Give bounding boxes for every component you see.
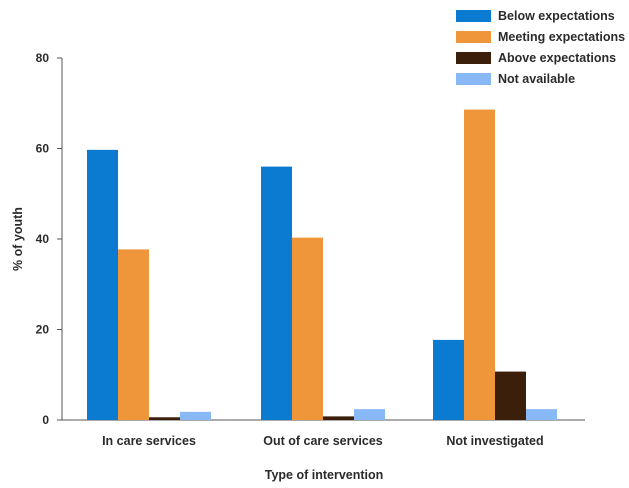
bars <box>87 109 557 421</box>
x-category-label: Out of care services <box>263 434 383 448</box>
legend-label: Meeting expectations <box>498 30 625 44</box>
bar <box>87 149 118 421</box>
bar <box>433 339 464 420</box>
legend-label: Above expectations <box>498 51 616 65</box>
x-category-label: Not investigated <box>446 434 543 448</box>
bar-group <box>87 149 211 421</box>
legend-swatch <box>456 52 491 64</box>
bar <box>354 409 385 420</box>
legend-item: Meeting expectations <box>456 30 625 44</box>
bar <box>149 417 180 420</box>
legend-swatch <box>456 73 491 85</box>
bar <box>118 249 149 420</box>
y-tick-label: 0 <box>42 413 49 427</box>
legend-swatch <box>456 31 491 43</box>
bar <box>323 416 354 420</box>
bar <box>292 237 323 420</box>
y-tick-label: 60 <box>36 142 50 156</box>
legend-item: Below expectations <box>456 9 615 23</box>
legend-item: Not available <box>456 72 575 86</box>
y-tick-label: 20 <box>36 323 50 337</box>
x-axis-title: Type of intervention <box>265 468 384 482</box>
y-tick-label: 80 <box>36 51 50 65</box>
x-axis: In care services Out of care services Not … <box>62 419 585 448</box>
bar-group <box>433 109 557 421</box>
legend-label: Below expectations <box>498 9 615 23</box>
bar <box>495 371 526 420</box>
legend-label: Not available <box>498 72 575 86</box>
x-category-label: In care services <box>102 434 196 448</box>
y-axis-title: % of youth <box>11 207 25 271</box>
bar <box>526 409 557 420</box>
legend-swatch <box>456 10 491 22</box>
y-tick-label: 40 <box>36 232 50 246</box>
bar <box>180 411 211 420</box>
legend: Below expectations Meeting expectations Ab… <box>456 9 625 86</box>
bar-group <box>261 166 385 420</box>
y-axis: 0 20 40 60 80 <box>36 51 63 427</box>
bar <box>464 109 495 421</box>
bar <box>261 166 292 420</box>
legend-item: Above expectations <box>456 51 616 65</box>
